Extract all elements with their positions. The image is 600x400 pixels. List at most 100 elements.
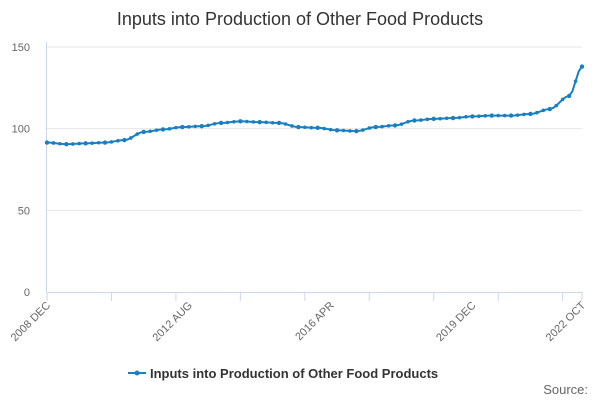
data-point[interactable] [174, 125, 178, 130]
axes: 0 50 100 150 2008 DEC 2012 AUG 2016 APR 2019 DE… [9, 42, 589, 344]
data-point[interactable] [406, 119, 410, 124]
data-point[interactable] [245, 119, 249, 124]
data-point[interactable] [206, 123, 210, 128]
data-point-key[interactable] [102, 140, 108, 145]
data-point[interactable] [464, 115, 468, 119]
data-point[interactable] [399, 122, 404, 126]
data-point[interactable] [573, 79, 578, 84]
data-point[interactable] [541, 108, 546, 113]
data-point[interactable] [386, 124, 391, 128]
data-point[interactable] [148, 129, 152, 134]
data-point[interactable] [70, 142, 75, 146]
data-point-key[interactable] [470, 114, 475, 119]
data-point[interactable] [380, 124, 384, 129]
data-point-key[interactable] [160, 127, 166, 132]
data-point[interactable] [328, 127, 333, 132]
data-point[interactable] [419, 118, 423, 122]
data-point[interactable] [58, 141, 62, 146]
data-point-key[interactable] [354, 128, 359, 134]
data-point-key[interactable] [547, 106, 552, 112]
data-point[interactable] [560, 97, 565, 102]
data-point[interactable] [361, 128, 365, 132]
data-point-key[interactable] [276, 120, 282, 126]
x-tick-label: 2022 OCT [544, 299, 589, 344]
data-point-key[interactable] [508, 113, 514, 118]
data-point-key[interactable] [489, 113, 494, 118]
data-point[interactable] [116, 138, 120, 143]
data-point-key[interactable] [122, 137, 127, 143]
data-point[interactable] [483, 114, 488, 118]
data-point[interactable] [225, 120, 230, 125]
data-point[interactable] [232, 119, 236, 124]
data-point[interactable] [554, 103, 559, 108]
data-point[interactable] [477, 114, 481, 118]
x-tick-label: 2008 DEC [9, 300, 53, 344]
data-point[interactable] [496, 113, 501, 118]
data-point[interactable] [167, 127, 172, 131]
data-point[interactable] [77, 141, 82, 146]
data-point[interactable] [109, 140, 114, 144]
x-tick-label: 2016 APR [293, 300, 337, 344]
legend-label: Inputs into Production of Other Food Pro… [150, 366, 438, 381]
data-point-key[interactable] [199, 124, 204, 129]
data-point[interactable] [154, 128, 159, 132]
data-point[interactable] [270, 120, 275, 125]
data-point[interactable] [444, 116, 449, 121]
data-point[interactable] [367, 126, 372, 130]
data-point[interactable] [457, 115, 462, 120]
data-point[interactable] [129, 136, 133, 140]
data-point-key[interactable] [180, 124, 185, 130]
data-point[interactable] [309, 125, 314, 130]
legend-swatch-marker [134, 370, 140, 376]
data-point[interactable] [341, 128, 346, 133]
y-tick-label: 50 [18, 205, 30, 217]
y-tick-label: 0 [24, 287, 30, 299]
data-point-key[interactable] [392, 123, 398, 128]
data-point-key[interactable] [373, 124, 378, 130]
data-point-key[interactable] [431, 116, 436, 122]
data-point-key[interactable] [579, 64, 585, 69]
data-point[interactable] [322, 126, 326, 131]
data-point[interactable] [135, 132, 140, 136]
source-label: Source: [543, 382, 588, 397]
series-line [46, 66, 583, 146]
x-tick-label: 2019 DEC [434, 300, 478, 344]
data-point-key[interactable] [257, 119, 262, 125]
data-point-key[interactable] [83, 141, 88, 146]
data-point[interactable] [283, 122, 288, 126]
data-point[interactable] [502, 113, 507, 118]
data-point[interactable] [515, 113, 520, 117]
data-point-key[interactable] [141, 129, 146, 135]
data-point-key[interactable] [450, 115, 456, 121]
data-point[interactable] [187, 125, 191, 129]
data-point[interactable] [535, 110, 539, 115]
y-tick-label: 100 [12, 124, 30, 136]
data-point-key[interactable] [64, 141, 69, 147]
data-point-key[interactable] [296, 124, 301, 130]
data-point-key[interactable] [44, 140, 50, 145]
data-point-key[interactable] [238, 119, 243, 124]
data-point-key[interactable] [412, 118, 417, 123]
data-point[interactable] [348, 129, 352, 133]
data-point[interactable] [438, 116, 442, 121]
data-point[interactable] [96, 140, 101, 145]
data-point[interactable] [212, 122, 217, 126]
data-point[interactable] [264, 120, 268, 125]
data-point-key[interactable] [218, 120, 224, 126]
data-point-key[interactable] [334, 128, 340, 133]
data-point[interactable] [425, 117, 430, 122]
x-tick-label: 2012 AUG [151, 300, 195, 344]
legend[interactable]: Inputs into Production of Other Food Pro… [128, 366, 438, 381]
data-point-key[interactable] [315, 125, 320, 131]
data-point[interactable] [290, 124, 294, 128]
data-point[interactable] [522, 112, 526, 117]
data-point[interactable] [303, 125, 307, 130]
chart-title: Inputs into Production of Other Food Pro… [117, 9, 483, 29]
data-point[interactable] [90, 141, 94, 145]
data-point[interactable] [193, 124, 198, 129]
data-point[interactable] [251, 120, 256, 124]
data-point[interactable] [51, 141, 56, 145]
data-point-key[interactable] [528, 111, 533, 117]
data-point-key[interactable] [566, 93, 572, 99]
